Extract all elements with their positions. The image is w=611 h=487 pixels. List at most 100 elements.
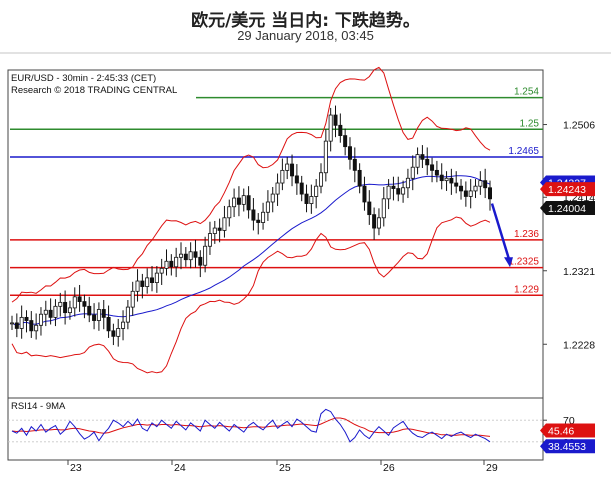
candle (193, 239, 198, 268)
main-panel: EUR/USD - 30min - 2:45:33 (CET) Research… (7, 66, 595, 399)
candle (401, 180, 406, 203)
price-tag-1: 1.24243 (540, 182, 595, 197)
candle (217, 218, 222, 243)
candle (372, 207, 377, 240)
candle (468, 179, 473, 209)
candle (106, 305, 111, 338)
candle (487, 180, 492, 211)
rsi-tick-label-0: 70 (563, 415, 575, 427)
candle (130, 281, 135, 316)
rsi-ma-line (11, 417, 491, 437)
candle (77, 284, 82, 312)
candle (367, 190, 372, 225)
candle (415, 147, 420, 175)
candle (111, 323, 116, 346)
candle (270, 186, 275, 213)
candle (304, 184, 309, 213)
candle (67, 300, 72, 320)
candle (338, 113, 343, 143)
upper-band (11, 66, 491, 303)
candle (459, 179, 464, 200)
candle (38, 307, 43, 336)
candle (72, 287, 77, 317)
candle (140, 273, 145, 299)
candle (135, 269, 140, 302)
x-tick-label-2: 25 (279, 462, 291, 474)
candle (420, 145, 425, 169)
candle (256, 213, 261, 235)
candle (125, 299, 130, 330)
candle (183, 247, 188, 267)
candle (333, 105, 338, 138)
candle (265, 190, 270, 221)
candle (207, 221, 212, 255)
candle (280, 158, 285, 191)
rsi-tag-0: 45.46 (540, 423, 595, 438)
level-label-3: 1.236 (514, 229, 539, 240)
page-subtitle: 29 January 2018, 03:45 (237, 28, 374, 43)
candle (43, 300, 48, 327)
candle (145, 268, 150, 294)
candle (357, 163, 362, 194)
candle (159, 258, 164, 285)
candle (347, 137, 352, 170)
candle (188, 242, 193, 269)
page-title: 欧元/美元 当日内: 下跌趋势。 (191, 11, 420, 31)
candle (352, 147, 357, 183)
candle (241, 188, 246, 212)
candle (236, 186, 241, 217)
candle (246, 186, 251, 219)
level-label-0: 1.254 (514, 87, 539, 98)
candle (251, 198, 256, 231)
candle (222, 205, 227, 238)
candle (299, 175, 304, 202)
candle (463, 181, 468, 207)
candle (154, 266, 159, 293)
candle (198, 250, 203, 278)
candle (396, 176, 401, 202)
research-label: Research © 2018 TRADING CENTRAL (11, 85, 177, 96)
lower-band (11, 216, 491, 374)
svg-text:45.46: 45.46 (548, 425, 574, 437)
candle (82, 294, 87, 319)
candle (53, 299, 58, 327)
level-label-2: 1.2465 (508, 146, 539, 157)
candle (449, 168, 454, 195)
x-tick-label-0: 23 (70, 462, 82, 474)
candle (434, 160, 439, 183)
candle (261, 202, 266, 230)
candle (343, 128, 348, 156)
symbol-label: EUR/USD - 30min - 2:45:33 (CET) (11, 73, 156, 84)
x-tick-label-1: 24 (174, 462, 186, 474)
candle (285, 156, 290, 180)
rsi-line (11, 408, 491, 443)
candle (381, 186, 386, 227)
candle (323, 129, 328, 182)
candle (319, 163, 324, 194)
candle (232, 188, 237, 218)
candle (169, 254, 174, 276)
candle (362, 176, 367, 211)
candle (425, 147, 430, 176)
header-divider (0, 52, 611, 54)
candle (24, 310, 29, 333)
candle (391, 176, 396, 201)
rsi-plot-frame (7, 397, 544, 461)
rsi-label: RSI14 - 9MA (11, 401, 66, 412)
candle (309, 184, 314, 214)
candle (386, 179, 391, 210)
candle (290, 154, 295, 187)
candle (328, 107, 333, 152)
candle (444, 171, 449, 191)
candle (58, 292, 63, 317)
candle (178, 242, 183, 270)
candle (294, 164, 299, 195)
candle (212, 220, 217, 244)
rsi-tag-1: 38.4553 (540, 439, 595, 454)
level-label-4: 1.2325 (508, 257, 539, 268)
candle (203, 236, 208, 273)
price-tag-2: 1.24004 (540, 200, 595, 215)
candle (96, 302, 101, 331)
